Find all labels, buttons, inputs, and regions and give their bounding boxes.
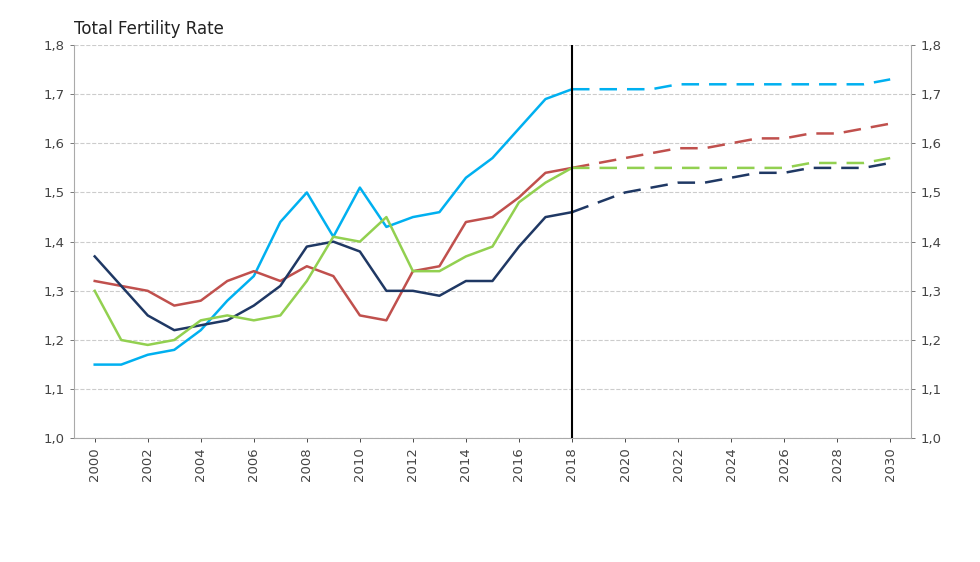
Hungary — [274, 278, 286, 284]
Slovakia — [221, 312, 233, 319]
Poland — [169, 327, 180, 333]
Czech Republic — [89, 361, 101, 368]
Slovakia — [274, 312, 286, 319]
Poland — [540, 214, 552, 220]
Slovakia — [169, 337, 180, 343]
Hungary — [380, 317, 392, 324]
Hungary — [460, 219, 471, 225]
Hungary — [354, 312, 366, 319]
Czech Republic — [169, 346, 180, 353]
Hungary — [195, 297, 207, 304]
Poland — [274, 283, 286, 289]
Hungary — [327, 273, 339, 279]
Poland — [460, 278, 471, 284]
Hungary — [301, 263, 313, 270]
Slovakia — [514, 199, 525, 206]
Czech Republic — [301, 189, 313, 196]
Slovakia — [460, 253, 471, 260]
Poland — [248, 302, 260, 309]
Poland — [301, 243, 313, 250]
Slovakia — [380, 214, 392, 220]
Czech Republic — [116, 361, 127, 368]
Poland — [514, 243, 525, 250]
Hungary — [116, 283, 127, 289]
Czech Republic — [142, 351, 154, 358]
Poland — [487, 278, 499, 284]
Czech Republic — [514, 125, 525, 132]
Czech Republic — [327, 233, 339, 240]
Poland — [407, 287, 418, 294]
Hungary — [540, 169, 552, 176]
Hungary — [142, 287, 154, 294]
Hungary — [487, 214, 499, 220]
Poland — [354, 248, 366, 255]
Czech Republic — [407, 214, 418, 220]
Line: Czech Republic: Czech Republic — [95, 89, 572, 365]
Czech Republic — [380, 224, 392, 230]
Slovakia — [142, 342, 154, 348]
Czech Republic — [460, 174, 471, 181]
Hungary — [514, 194, 525, 201]
Slovakia — [327, 233, 339, 240]
Slovakia — [89, 287, 101, 294]
Poland — [380, 287, 392, 294]
Hungary — [221, 278, 233, 284]
Slovakia — [301, 278, 313, 284]
Line: Poland: Poland — [95, 212, 572, 330]
Czech Republic — [566, 86, 578, 93]
Poland — [221, 317, 233, 324]
Slovakia — [566, 165, 578, 171]
Poland — [566, 209, 578, 215]
Slovakia — [195, 317, 207, 324]
Hungary — [89, 278, 101, 284]
Poland — [195, 322, 207, 329]
Czech Republic — [540, 96, 552, 102]
Czech Republic — [354, 184, 366, 191]
Line: Hungary: Hungary — [95, 168, 572, 320]
Hungary — [433, 263, 445, 270]
Poland — [116, 283, 127, 289]
Poland — [89, 253, 101, 260]
Slovakia — [407, 268, 418, 274]
Czech Republic — [221, 297, 233, 304]
Hungary — [248, 268, 260, 274]
Poland — [433, 292, 445, 299]
Czech Republic — [195, 327, 207, 333]
Hungary — [566, 165, 578, 171]
Slovakia — [248, 317, 260, 324]
Hungary — [169, 302, 180, 309]
Czech Republic — [487, 155, 499, 161]
Text: Total Fertility Rate: Total Fertility Rate — [74, 20, 223, 38]
Poland — [142, 312, 154, 319]
Line: Slovakia: Slovakia — [95, 168, 572, 345]
Hungary — [407, 268, 418, 274]
Czech Republic — [433, 209, 445, 215]
Slovakia — [540, 179, 552, 186]
Poland — [327, 238, 339, 245]
Slovakia — [354, 238, 366, 245]
Slovakia — [433, 268, 445, 274]
Slovakia — [487, 243, 499, 250]
Czech Republic — [248, 273, 260, 279]
Czech Republic — [274, 219, 286, 225]
Slovakia — [116, 337, 127, 343]
